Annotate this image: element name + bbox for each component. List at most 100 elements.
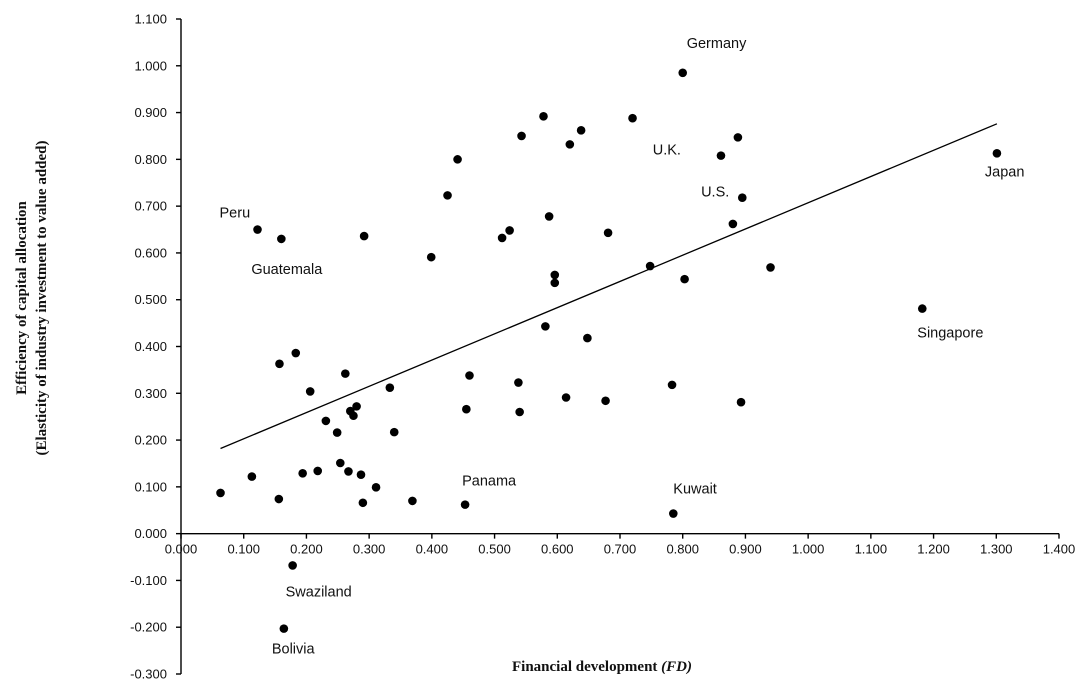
y-tick-label: 0.300 (134, 386, 167, 401)
data-point (291, 348, 301, 358)
point-label-peru: Peru (220, 206, 251, 222)
point-label-germany: Germany (687, 36, 747, 52)
data-point (680, 274, 689, 284)
data-point-guatemala (277, 234, 286, 244)
data-point (766, 263, 775, 272)
data-point (305, 387, 315, 396)
data-point (389, 427, 399, 437)
data-point-kuwait (669, 509, 678, 518)
point-label-us: U.S. (701, 185, 729, 201)
data-point (274, 494, 284, 504)
point-label-panama: Panama (462, 474, 517, 490)
data-point (313, 466, 323, 476)
y-tick-label: 0.200 (134, 433, 167, 448)
data-point (601, 396, 610, 406)
data-point (408, 496, 417, 506)
y-axis-label-line1: Efficiency of capital allocation (14, 200, 30, 394)
data-point-japan (992, 148, 1002, 158)
point-label-japan: Japan (985, 164, 1025, 180)
y-tick-label: 0.900 (134, 105, 167, 120)
x-tick-label: 1.100 (855, 542, 888, 557)
data-point (733, 133, 743, 142)
tick-labels: 1.100 1.000 0.900 0.800 0.700 0.600 0.500 0.400… (130, 12, 1075, 681)
y-tick-label: -0.300 (130, 667, 167, 681)
data-point (344, 467, 353, 476)
data-point (539, 112, 548, 121)
point-label-uk: U.K. (653, 143, 681, 159)
point-label-bolivia: Bolivia (272, 642, 316, 658)
data-point (371, 483, 381, 492)
data-point (465, 371, 474, 380)
data-point (645, 261, 655, 271)
data-point (385, 383, 395, 392)
data-point (550, 270, 560, 280)
x-tick-label: 1.300 (980, 542, 1013, 557)
data-point (298, 468, 307, 478)
data-point (462, 404, 471, 414)
data-point-bolivia (279, 624, 289, 633)
x-tick-label: 0.900 (729, 542, 762, 557)
data-point (576, 126, 586, 135)
data-point (505, 226, 514, 235)
x-tick-label: 0.800 (666, 542, 699, 557)
y-tick-label: 0.800 (134, 152, 167, 167)
x-tick-label: 0.300 (353, 542, 386, 557)
trend-line (220, 123, 998, 450)
x-axis-label: Financial development (FD) (512, 659, 692, 675)
y-tick-label: 0.000 (134, 526, 167, 541)
data-point (356, 470, 366, 479)
data-point (544, 212, 554, 221)
x-tick-label: 1.000 (792, 542, 825, 557)
y-tick-label: 0.600 (134, 245, 167, 260)
x-tick-label: 0.500 (478, 542, 511, 557)
data-point (728, 219, 738, 229)
y-tick-label: 0.700 (134, 199, 167, 214)
data-point (352, 402, 361, 411)
data-point-germany (678, 68, 688, 78)
y-tick-label: -0.100 (130, 573, 167, 588)
data-point-swaziland (288, 561, 297, 570)
data-point-uk (716, 151, 726, 160)
x-tick-label: 0.400 (416, 542, 449, 557)
data-point (514, 378, 523, 387)
data-point (497, 233, 507, 243)
data-point (426, 252, 436, 262)
data-point (541, 322, 550, 331)
data-point (332, 428, 342, 437)
data-point (565, 140, 575, 149)
data-point (358, 498, 368, 508)
x-tick-label: 0.000 (165, 542, 198, 557)
data-point (517, 131, 526, 141)
data-point (583, 333, 592, 343)
x-tick-label: 0.700 (604, 542, 637, 557)
data-point (247, 472, 257, 481)
data-point (550, 278, 560, 288)
y-axis-label-line2: (Elasticity of industry investment to va… (34, 140, 50, 455)
data-point (275, 359, 284, 369)
y-tick-label: 1.000 (134, 58, 167, 73)
x-tick-label: 0.200 (290, 542, 323, 557)
y-tick-label: 0.500 (134, 292, 167, 307)
data-point (561, 393, 571, 402)
data-point-us (737, 193, 747, 203)
data-point (335, 458, 345, 468)
data-point (321, 416, 331, 426)
data-point (359, 231, 369, 241)
data-point (349, 411, 358, 421)
y-tick-label: 0.400 (134, 339, 167, 354)
axes (176, 18, 1060, 675)
x-tick-label: 1.200 (917, 542, 950, 557)
data-point (341, 369, 350, 378)
x-tick-label: 1.400 (1043, 542, 1076, 557)
y-tick-label: -0.200 (130, 620, 167, 635)
y-tick-label: 0.100 (134, 479, 167, 494)
data-point (443, 191, 452, 200)
data-point (216, 488, 225, 498)
data-point (515, 407, 524, 417)
data-point (453, 155, 462, 164)
data-point (667, 380, 677, 390)
point-label-singapore: Singapore (917, 326, 983, 342)
x-tick-label: 0.600 (541, 542, 574, 557)
point-label-swaziland: Swaziland (286, 584, 352, 600)
